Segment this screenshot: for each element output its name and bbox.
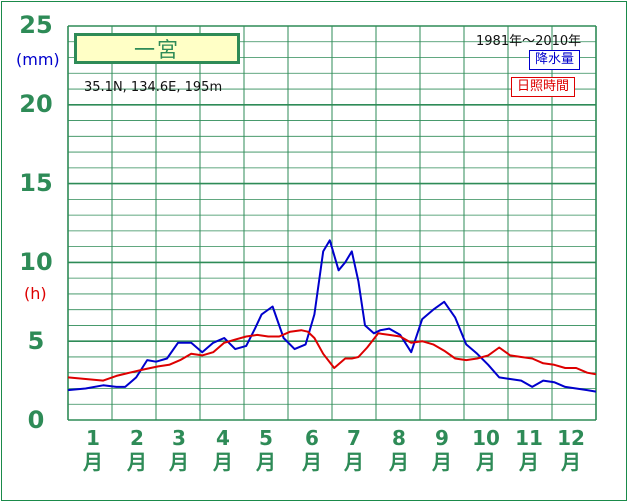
y-tick-20: 20 [19,90,53,118]
month-label-12: 12 月 [557,426,585,474]
period-label: 1981年〜2010年 [476,34,582,49]
legend-precip: 降水量 [529,50,581,70]
y-tick-10: 10 [19,248,53,276]
legend-sun: 日照時間 [511,77,576,97]
station-name: 一宮 [74,33,240,64]
month-label-11: 11 月 [515,426,543,474]
month-label-10: 10 月 [472,426,500,474]
y-tick-25: 25 [19,11,53,39]
precip-unit-label: (mm) [16,50,60,69]
precip-series-line [67,239,597,393]
y-tick-0: 0 [27,406,45,434]
sun-series-line [67,329,597,382]
y-tick-5: 5 [27,327,45,355]
y-tick-15: 15 [19,169,53,197]
sun-unit-label: (h) [24,284,47,303]
station-coords: 35.1N, 134.6E, 195m [84,80,223,95]
